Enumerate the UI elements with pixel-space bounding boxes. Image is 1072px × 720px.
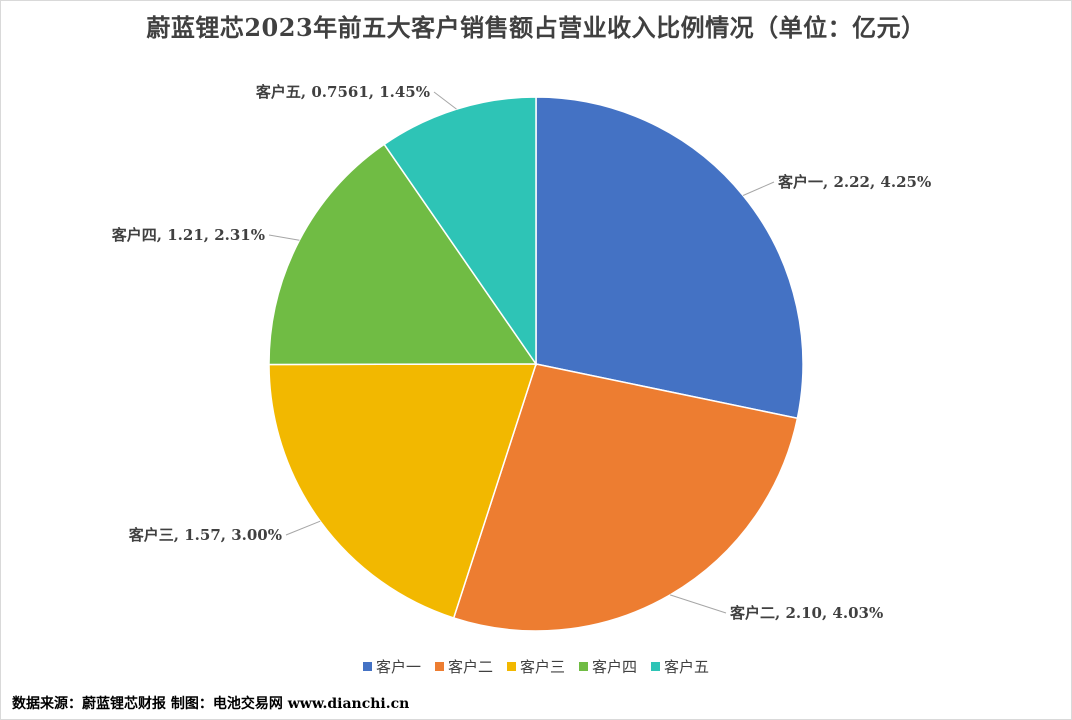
data-label-5: 客户五, 0.7561, 1.45% [255, 83, 430, 101]
data-label-3: 客户三, 1.57, 3.00% [128, 526, 282, 544]
pie-slice-3 [268, 363, 538, 619]
legend-item-1: 客户一 [362, 656, 421, 677]
legend-item-3: 客户三 [506, 656, 565, 677]
legend-label: 客户四 [592, 658, 638, 676]
data-label-1: 客户一, 2.22, 4.25% [777, 173, 931, 191]
source-footer: 数据来源：蔚蓝锂芯财报 制图：电池交易网 www.dianchi.cn [12, 696, 410, 712]
legend-label: 客户五 [664, 658, 710, 676]
data-label-2: 客户二, 2.10, 4.03% [729, 604, 883, 622]
legend-swatch [651, 662, 661, 671]
legend-item-5: 客户五 [651, 656, 709, 677]
legend-label: 客户一 [375, 658, 421, 676]
pie-slice-5 [383, 96, 537, 367]
legend-swatch [579, 662, 588, 671]
leader-line-5 [433, 91, 457, 110]
legend-label: 客户二 [447, 658, 493, 676]
leader-line-2 [669, 594, 727, 614]
leader-line-1 [742, 181, 775, 196]
pie-slice-1 [535, 96, 804, 420]
legend-item-2: 客户二 [434, 656, 493, 677]
chart-legend: 客户一 客户二 客户三 客户四 客户五 [0, 656, 1072, 677]
chart-title: 蔚蓝锂芯2023年前五大客户销售额占营业收入比例情况（单位：亿元） [146, 13, 926, 42]
legend-swatch [434, 662, 444, 671]
leader-line-4 [268, 234, 300, 241]
legend-swatch [362, 662, 372, 671]
pie-slice-4 [268, 143, 538, 366]
pie-slice-2 [452, 363, 799, 632]
legend-item-4: 客户四 [579, 656, 637, 677]
leader-line-3 [285, 520, 321, 536]
legend-label: 客户三 [519, 658, 565, 676]
legend-swatch [506, 662, 516, 671]
data-label-4: 客户四, 1.21, 2.31% [111, 226, 265, 244]
